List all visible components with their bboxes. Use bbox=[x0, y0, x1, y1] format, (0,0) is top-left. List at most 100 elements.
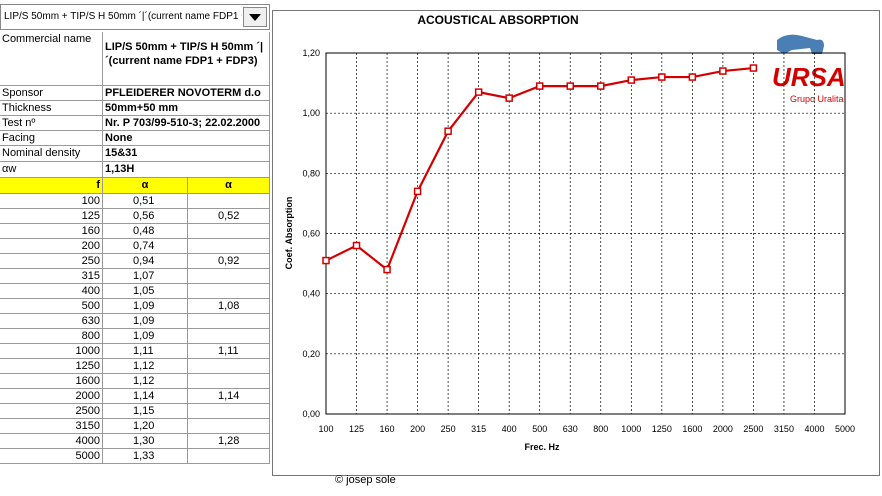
table-cell: 1,09 bbox=[103, 299, 188, 314]
dropdown[interactable]: LIP/S 50mm + TIP/S H 50mm ´|´(current na… bbox=[0, 4, 270, 30]
logo-bear bbox=[777, 34, 824, 54]
table-cell: 800 bbox=[0, 329, 103, 344]
table-cell: 250 bbox=[0, 254, 103, 269]
y-tick-label: 0,60 bbox=[302, 229, 320, 239]
table-cell: 1,08 bbox=[188, 299, 270, 314]
x-tick-label: 630 bbox=[563, 424, 578, 434]
x-tick-label: 100 bbox=[318, 424, 333, 434]
point-marker bbox=[749, 64, 758, 72]
info-label: Sponsor bbox=[0, 86, 103, 101]
point-marker bbox=[474, 88, 483, 96]
table-cell: 1,09 bbox=[103, 314, 188, 329]
table-cell: 0,92 bbox=[188, 254, 270, 269]
table-cell: 4000 bbox=[0, 434, 103, 449]
y-tick-label: 0,80 bbox=[302, 168, 320, 178]
point-marker bbox=[444, 127, 452, 135]
table-cell bbox=[188, 404, 270, 419]
table-cell: 1,20 bbox=[103, 419, 188, 434]
x-tick-label: 1600 bbox=[682, 424, 702, 434]
header-cell: α bbox=[103, 178, 188, 194]
info-value: 1,13H bbox=[103, 162, 270, 178]
y-axis-label: Coef. Absorption bbox=[284, 197, 294, 270]
x-tick-label: 1000 bbox=[621, 424, 641, 434]
table-cell: 0,94 bbox=[103, 254, 188, 269]
table-cell: 1,30 bbox=[103, 434, 188, 449]
point-marker bbox=[719, 67, 727, 75]
header-cell: α bbox=[188, 178, 270, 194]
table-cell: 200 bbox=[0, 239, 103, 254]
table-cell bbox=[188, 359, 270, 374]
table-cell: 1,15 bbox=[103, 404, 188, 419]
table-cell: 0,48 bbox=[103, 224, 188, 239]
x-tick-label: 200 bbox=[410, 424, 425, 434]
table-cell: 3150 bbox=[0, 419, 103, 434]
x-tick-label: 250 bbox=[441, 424, 456, 434]
y-tick-label: 0,40 bbox=[302, 289, 320, 299]
point-marker bbox=[505, 94, 513, 102]
y-tick-label: 0,20 bbox=[302, 349, 320, 359]
table-cell: 630 bbox=[0, 314, 103, 329]
table-cell: 1,28 bbox=[188, 434, 270, 449]
x-tick-label: 315 bbox=[471, 424, 486, 434]
point-marker bbox=[658, 73, 666, 81]
info-label: Test nº bbox=[0, 116, 103, 131]
table-cell: 1,33 bbox=[103, 449, 188, 464]
y-tick-label: 1,20 bbox=[302, 48, 320, 58]
table-cell: 315 bbox=[0, 269, 103, 284]
point-marker bbox=[352, 241, 361, 250]
x-tick-label: 400 bbox=[502, 424, 517, 434]
table-cell: 1,14 bbox=[188, 389, 270, 404]
y-tick-label: 1,00 bbox=[302, 108, 320, 118]
table-cell bbox=[188, 419, 270, 434]
table-cell: 500 bbox=[0, 299, 103, 314]
table-cell: 1,09 bbox=[103, 329, 188, 344]
info-label: Nominal density bbox=[0, 146, 103, 162]
table-cell bbox=[188, 329, 270, 344]
plot-border bbox=[325, 52, 846, 415]
arrow bbox=[249, 14, 261, 21]
info-value: PFLEIDERER NOVOTERM d.o bbox=[103, 86, 270, 101]
point-marker bbox=[322, 256, 330, 265]
info-value: LIP/S 50mm + TIP/S H 50mm ´|´(current na… bbox=[103, 32, 270, 86]
table-cell: 160 bbox=[0, 224, 103, 239]
x-tick-label: 1250 bbox=[652, 424, 672, 434]
table-cell: 1,12 bbox=[103, 359, 188, 374]
table-cell: 1,07 bbox=[103, 269, 188, 284]
table-cell bbox=[188, 194, 270, 209]
table-cell: 1,05 bbox=[103, 284, 188, 299]
table-cell: 2000 bbox=[0, 389, 103, 404]
footer: © josep sole bbox=[335, 474, 396, 486]
x-tick-label: 5000 bbox=[835, 424, 855, 434]
table-cell bbox=[188, 449, 270, 464]
table-cell: 100 bbox=[0, 194, 103, 209]
chart-frame bbox=[272, 10, 880, 476]
point-marker bbox=[535, 82, 544, 90]
point-marker bbox=[413, 187, 422, 196]
x-tick-label: 500 bbox=[532, 424, 547, 434]
table-cell: 1,14 bbox=[103, 389, 188, 404]
y-tick-label: 0,00 bbox=[302, 409, 320, 419]
table-cell: 0,74 bbox=[103, 239, 188, 254]
point-marker bbox=[383, 265, 391, 274]
point-marker bbox=[627, 76, 636, 84]
table-cell bbox=[188, 374, 270, 389]
table-cell: 5000 bbox=[0, 449, 103, 464]
x-tick-label: 800 bbox=[593, 424, 608, 434]
table-cell: 0,52 bbox=[188, 209, 270, 224]
logo-group: Grupo Uralita bbox=[790, 94, 844, 104]
table-cell bbox=[188, 269, 270, 284]
table-cell: 1,11 bbox=[188, 344, 270, 359]
point-marker bbox=[688, 73, 697, 81]
info-label: αw bbox=[0, 162, 103, 178]
table-cell: 2500 bbox=[0, 404, 103, 419]
x-tick-label: 125 bbox=[349, 424, 364, 434]
table-cell bbox=[188, 224, 270, 239]
table-cell bbox=[188, 284, 270, 299]
point-marker bbox=[566, 82, 574, 90]
x-tick-label: 4000 bbox=[804, 424, 824, 434]
table-cell: 1250 bbox=[0, 359, 103, 374]
table-cell: 125 bbox=[0, 209, 103, 224]
table-cell: 1,12 bbox=[103, 374, 188, 389]
dropdown-button[interactable] bbox=[243, 7, 267, 27]
